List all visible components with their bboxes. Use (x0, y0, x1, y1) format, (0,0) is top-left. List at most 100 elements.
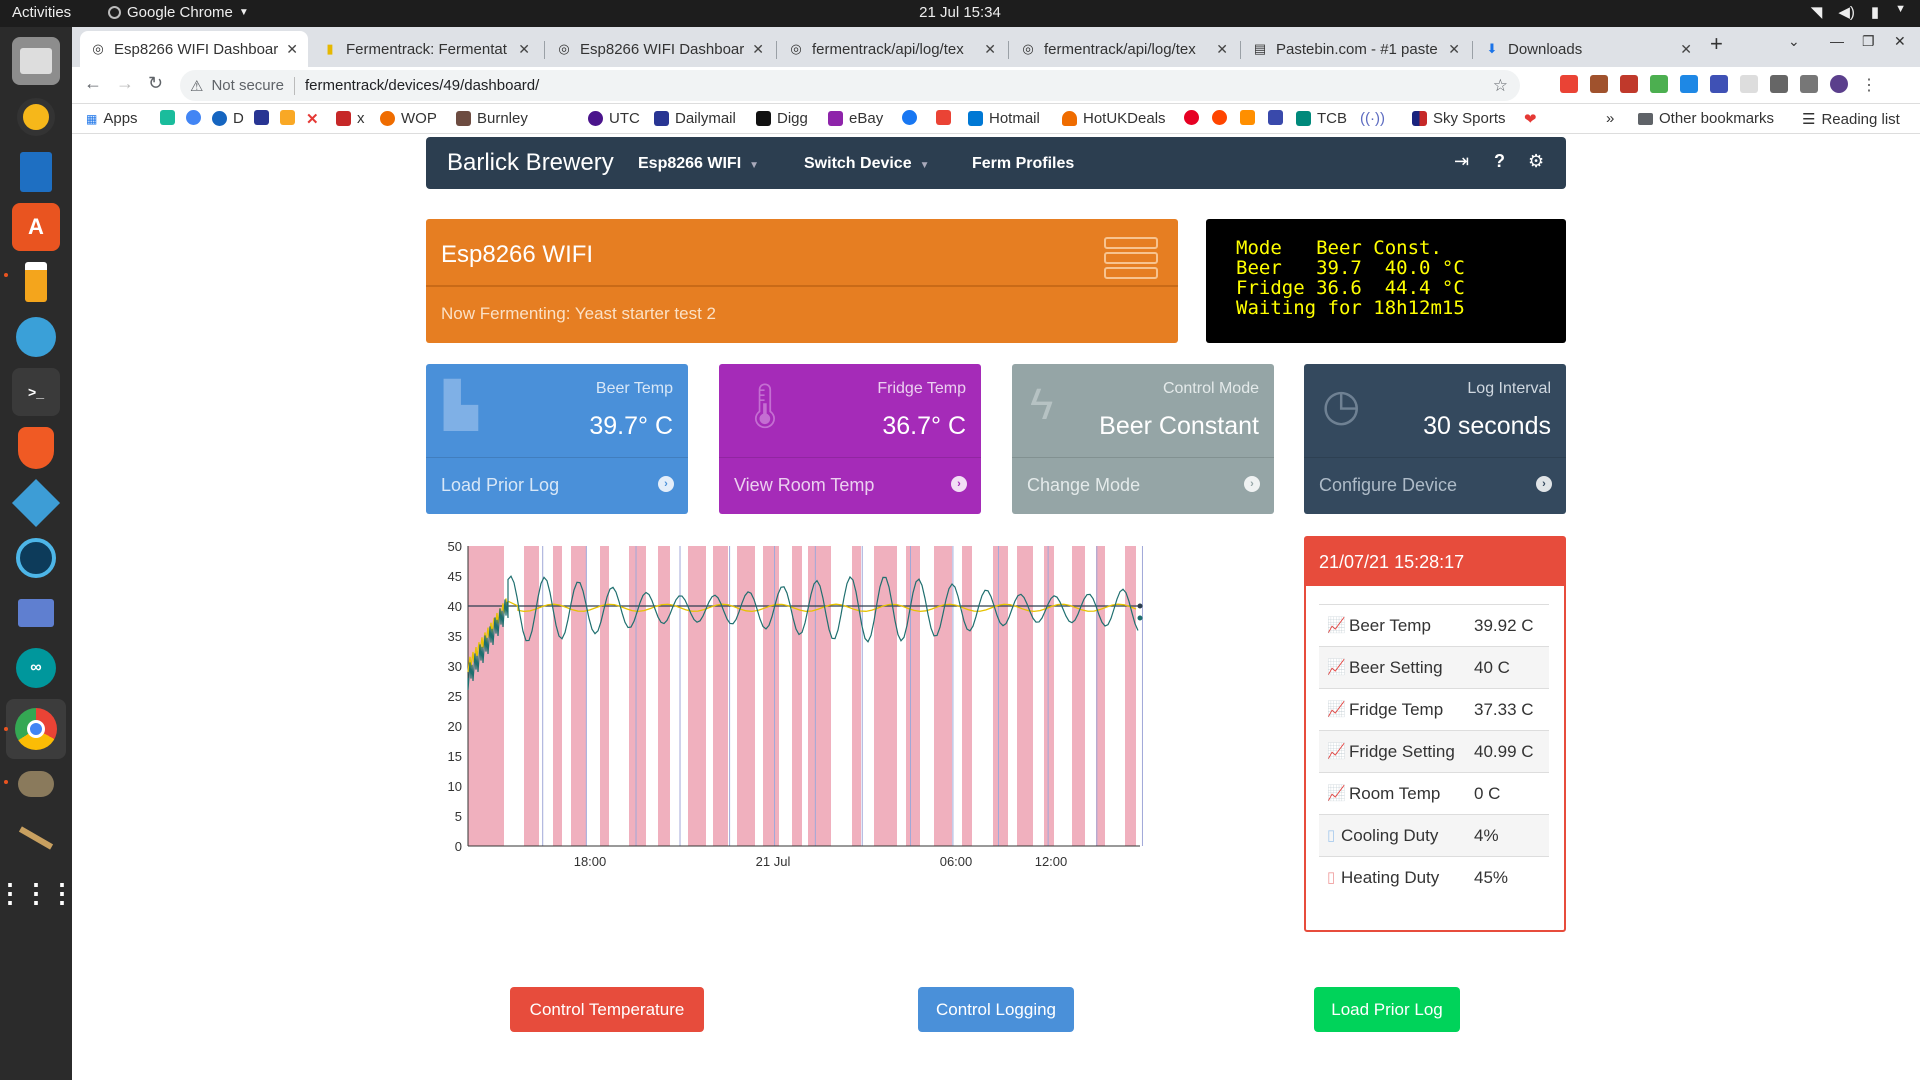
more-bookmarks-icon[interactable]: » (1606, 110, 1615, 127)
tab-search-icon[interactable]: ⌄ (1788, 33, 1800, 49)
bookmark-ebay[interactable]: eBay (828, 110, 883, 127)
gmail-icon[interactable] (1560, 75, 1578, 93)
gear-icon[interactable]: ⚙ (1528, 151, 1545, 171)
bookmark[interactable] (280, 110, 295, 125)
configure-device-link[interactable]: Configure Device › (1304, 457, 1566, 514)
tab[interactable]: ▮ Fermentrack: Fermentat ✕ (312, 31, 540, 67)
logout-icon[interactable]: ⇥ (1454, 151, 1470, 171)
tab[interactable]: ⬇ Downloads ✕ (1474, 31, 1702, 67)
bookmark[interactable]: ✕ (306, 110, 321, 128)
chrome-icon[interactable] (6, 699, 66, 759)
close-icon[interactable]: ✕ (1680, 40, 1692, 57)
extension-icon[interactable] (1710, 75, 1728, 93)
menu-icon[interactable]: ⋮ (1861, 77, 1877, 94)
bookmark[interactable] (1184, 110, 1199, 125)
star-icon[interactable]: ☆ (1492, 75, 1508, 95)
bookmark[interactable] (1268, 110, 1283, 125)
close-icon[interactable]: ✕ (286, 40, 298, 57)
bookmark[interactable] (1212, 110, 1227, 125)
url-text[interactable]: fermentrack/devices/49/dashboard/ (305, 77, 540, 94)
change-mode-link[interactable]: Change Mode › (1012, 457, 1274, 514)
bookmark-skysports[interactable]: Sky Sports (1412, 110, 1506, 127)
reading-row[interactable]: 📈 Fridge Temp 37.33 C (1319, 688, 1549, 730)
network-icon[interactable] (12, 589, 60, 637)
apps-grid-icon[interactable]: ⋮⋮⋮ (0, 877, 75, 908)
tab[interactable]: ▤ Pastebin.com - #1 paste ✕ (1242, 31, 1470, 67)
reading-list[interactable]: ☰ Reading list (1802, 110, 1900, 129)
restore-button[interactable]: ❐ (1862, 33, 1875, 49)
new-tab-button[interactable]: + (1710, 31, 1723, 56)
reading-row[interactable]: ▯ Heating Duty 45% (1319, 856, 1549, 898)
bookmark-apps[interactable]: ▦ Apps (86, 110, 138, 127)
terminal-icon[interactable]: >_ (12, 368, 60, 416)
switch-device-menu[interactable]: Switch Device ▼ (804, 155, 930, 173)
tab[interactable]: ◎ Esp8266 WIFI Dashboard ✕ (546, 31, 774, 67)
load-prior-log-link[interactable]: Load Prior Log › (426, 457, 688, 514)
reload-icon[interactable]: ↻ (148, 73, 164, 93)
bookmark[interactable]: ((·)) (1360, 110, 1385, 127)
bookmark[interactable] (186, 110, 201, 125)
settings-icon[interactable] (12, 313, 60, 361)
close-icon[interactable]: ✕ (752, 40, 764, 57)
bookmark-tcb[interactable]: TCB (1296, 110, 1347, 127)
close-icon[interactable]: ✕ (984, 40, 996, 57)
software-icon[interactable]: A (12, 203, 60, 251)
beer-icon[interactable] (12, 258, 60, 306)
bookmark-x[interactable]: x (336, 110, 365, 127)
temperature-chart[interactable]: 0 5 10 15 20 25 30 35 40 45 50 18:00 21 Jul 06:00 12:0… (426, 534, 1146, 874)
bookmark-burnley[interactable]: Burnley (456, 110, 528, 127)
avatar[interactable] (1830, 75, 1848, 93)
extension-icon[interactable] (1650, 75, 1668, 93)
load-prior-log-button[interactable]: Load Prior Log (1314, 987, 1460, 1032)
tab[interactable]: ◎ fermentrack/api/log/tex ✕ (778, 31, 1006, 67)
bookmark-hotukdeals[interactable]: HotUKDeals (1062, 110, 1166, 127)
files-icon[interactable] (12, 37, 60, 85)
close-icon[interactable]: ✕ (1448, 40, 1460, 57)
brand-link[interactable]: Barlick Brewery (447, 149, 614, 176)
reading-row[interactable]: 📈 Room Temp 0 C (1319, 772, 1549, 814)
bookmark[interactable] (936, 110, 951, 125)
writer-icon[interactable] (12, 148, 60, 196)
reading-row[interactable]: 📈 Beer Setting 40 C (1319, 646, 1549, 688)
close-window-button[interactable]: ✕ (1894, 33, 1906, 49)
other-bookmarks[interactable]: Other bookmarks (1638, 110, 1774, 127)
forward-icon[interactable]: → (116, 73, 134, 93)
bookmark[interactable]: ❤ (1524, 110, 1539, 128)
view-room-temp-link[interactable]: View Room Temp › (719, 457, 981, 514)
brave-icon[interactable] (12, 424, 60, 472)
bookmark-digg[interactable]: Digg (756, 110, 808, 127)
rhythmbox-icon[interactable] (12, 93, 60, 141)
shield-icon[interactable] (1620, 75, 1638, 93)
clock[interactable]: 21 Jul 15:34 (919, 4, 1001, 21)
ferm-profiles-link[interactable]: Ferm Profiles (972, 155, 1075, 172)
close-icon[interactable]: ✕ (1216, 40, 1228, 57)
bookmark[interactable] (1240, 110, 1255, 125)
arduino-icon[interactable]: ∞ (12, 644, 60, 692)
extension-icon[interactable] (1680, 75, 1698, 93)
playlist-icon[interactable] (1800, 75, 1818, 93)
tab[interactable]: ◎ fermentrack/api/log/tex ✕ (1010, 31, 1238, 67)
bookmark[interactable] (254, 110, 269, 125)
device-menu[interactable]: Esp8266 WIFI ▼ (638, 155, 759, 173)
app-menu[interactable]: Google Chrome ▼ (108, 4, 249, 21)
kodi-icon[interactable] (11, 478, 61, 528)
reading-row[interactable]: ▯ Cooling Duty 4% (1319, 814, 1549, 856)
gimp-icon[interactable] (12, 760, 60, 808)
minimize-button[interactable]: — (1830, 33, 1844, 49)
activities-button[interactable]: Activities (12, 4, 72, 21)
reading-row[interactable]: 📈 Beer Temp 39.92 C (1319, 604, 1549, 646)
system-status-area[interactable]: ◥ ◀) ▮ ▼ (1811, 3, 1906, 21)
help-icon[interactable]: ? (1494, 151, 1505, 171)
pen-icon[interactable] (12, 814, 60, 862)
control-temperature-button[interactable]: Control Temperature (510, 987, 704, 1032)
bookmark[interactable] (160, 110, 175, 125)
bookmark-hotmail[interactable]: Hotmail (968, 110, 1040, 127)
address-bar[interactable]: ⚠ Not secure fermentrack/devices/49/dash… (180, 70, 1520, 101)
bookmark-d[interactable]: D (212, 110, 244, 127)
bookmark-utc[interactable]: UTC (588, 110, 640, 127)
close-icon[interactable]: ✕ (518, 40, 530, 57)
tab-active[interactable]: ◎ Esp8266 WIFI Dashboard ✕ (80, 31, 308, 67)
bookmark-dailymail[interactable]: Dailymail (654, 110, 736, 127)
extension-icon[interactable] (1590, 75, 1608, 93)
control-logging-button[interactable]: Control Logging (918, 987, 1074, 1032)
